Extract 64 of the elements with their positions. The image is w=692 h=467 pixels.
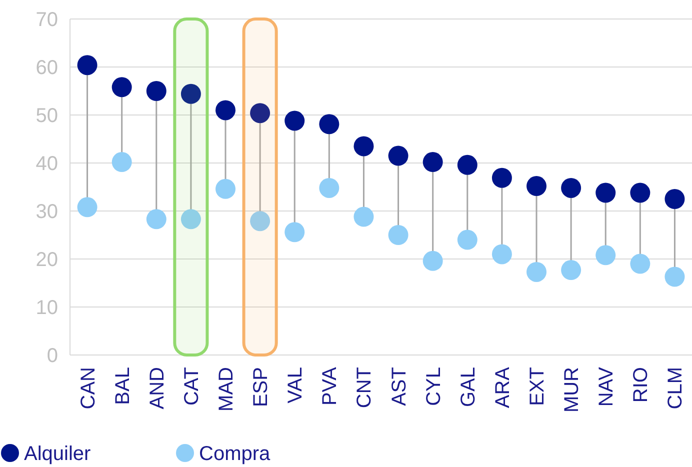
point — [492, 168, 512, 188]
point — [284, 222, 305, 242]
x-tick-label: NAV — [596, 366, 618, 407]
x-tick-label: ESP — [250, 367, 272, 408]
point — [250, 103, 270, 124]
y-tick-label: 10 — [36, 297, 58, 319]
legend-label: Compra — [199, 443, 272, 465]
point — [561, 178, 582, 198]
point — [319, 178, 340, 198]
y-tick-label: 50 — [36, 105, 58, 127]
point — [354, 136, 374, 156]
y-tick-label: 70 — [36, 9, 58, 31]
x-tick-label: CAN — [77, 367, 100, 410]
point — [526, 262, 546, 282]
y-tick-label: 20 — [36, 249, 58, 271]
point — [388, 225, 408, 245]
point — [77, 197, 98, 218]
point — [422, 250, 443, 271]
point — [630, 182, 650, 203]
point — [457, 230, 478, 250]
x-tick-label: AND — [146, 367, 168, 410]
x-tick-label: CYL — [422, 367, 445, 406]
point — [388, 146, 408, 166]
x-tick-label: BAL — [112, 367, 134, 405]
point — [250, 211, 270, 232]
x-tick-label: GAL — [457, 367, 480, 408]
point — [284, 110, 305, 131]
legend-label: Alquiler — [24, 443, 92, 465]
point — [146, 209, 166, 230]
y-tick-label: 60 — [36, 57, 58, 79]
point — [492, 244, 512, 264]
x-tick-label: PVA — [319, 366, 342, 406]
point — [146, 81, 166, 101]
x-tick-label: AST — [388, 367, 410, 406]
point — [457, 154, 478, 175]
point — [422, 152, 443, 172]
y-tick-label: 40 — [36, 153, 58, 175]
point — [180, 209, 201, 230]
y-tick-label: 0 — [46, 345, 58, 367]
x-tick-label: MUR — [561, 367, 584, 413]
x-tick-label: CLM — [664, 367, 687, 410]
point — [526, 176, 546, 196]
point — [664, 266, 685, 287]
x-tick-label: VAL — [284, 367, 307, 404]
point — [77, 55, 98, 76]
point — [664, 189, 685, 209]
point — [561, 260, 582, 280]
x-tick-label: MAD — [216, 367, 238, 412]
x-tick-label: EXT — [526, 367, 548, 406]
x-tick-label: CNT — [354, 367, 376, 408]
x-tick-label: CAT — [180, 367, 203, 406]
point — [112, 77, 132, 98]
point — [180, 84, 201, 104]
x-tick-label: RIO — [630, 367, 652, 403]
point — [216, 100, 236, 120]
y-tick-label: 30 — [36, 201, 58, 223]
x-tick-label: ARA — [492, 366, 514, 408]
point — [630, 254, 650, 274]
point — [596, 245, 616, 266]
point — [596, 182, 616, 203]
point — [216, 178, 236, 199]
point — [112, 152, 132, 172]
point — [319, 114, 340, 134]
point — [354, 206, 374, 227]
